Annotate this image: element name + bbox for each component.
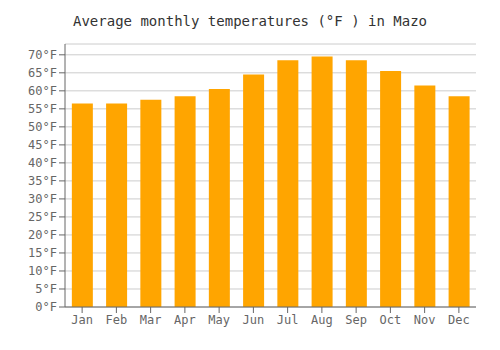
svg-text:Apr: Apr (174, 313, 196, 327)
svg-text:0°F: 0°F (35, 300, 57, 314)
svg-text:35°F: 35°F (28, 174, 57, 188)
svg-text:15°F: 15°F (28, 246, 57, 260)
svg-text:Aug: Aug (311, 313, 333, 327)
svg-text:55°F: 55°F (28, 102, 57, 116)
svg-text:20°F: 20°F (28, 228, 57, 242)
svg-text:Jan: Jan (71, 313, 93, 327)
svg-text:70°F: 70°F (28, 48, 57, 62)
svg-text:65°F: 65°F (28, 66, 57, 80)
svg-text:5°F: 5°F (35, 282, 57, 296)
svg-text:Jul: Jul (277, 313, 299, 327)
svg-text:Dec: Dec (448, 313, 470, 327)
svg-text:25°F: 25°F (28, 210, 57, 224)
svg-text:30°F: 30°F (28, 192, 57, 206)
svg-text:Feb: Feb (106, 313, 128, 327)
svg-text:40°F: 40°F (28, 156, 57, 170)
svg-text:Oct: Oct (380, 313, 402, 327)
svg-text:60°F: 60°F (28, 84, 57, 98)
svg-text:Sep: Sep (345, 313, 367, 327)
svg-text:45°F: 45°F (28, 138, 57, 152)
svg-text:Jun: Jun (243, 313, 265, 327)
svg-text:50°F: 50°F (28, 120, 57, 134)
html-text:Average monthly temperatures (: Average monthly temperatures (°F ) in Ma… (73, 13, 427, 29)
svg-text:Mar: Mar (140, 313, 162, 327)
svg-text:Nov: Nov (414, 313, 436, 327)
svg-text:May: May (208, 313, 230, 327)
svg-text:10°F: 10°F (28, 264, 57, 278)
